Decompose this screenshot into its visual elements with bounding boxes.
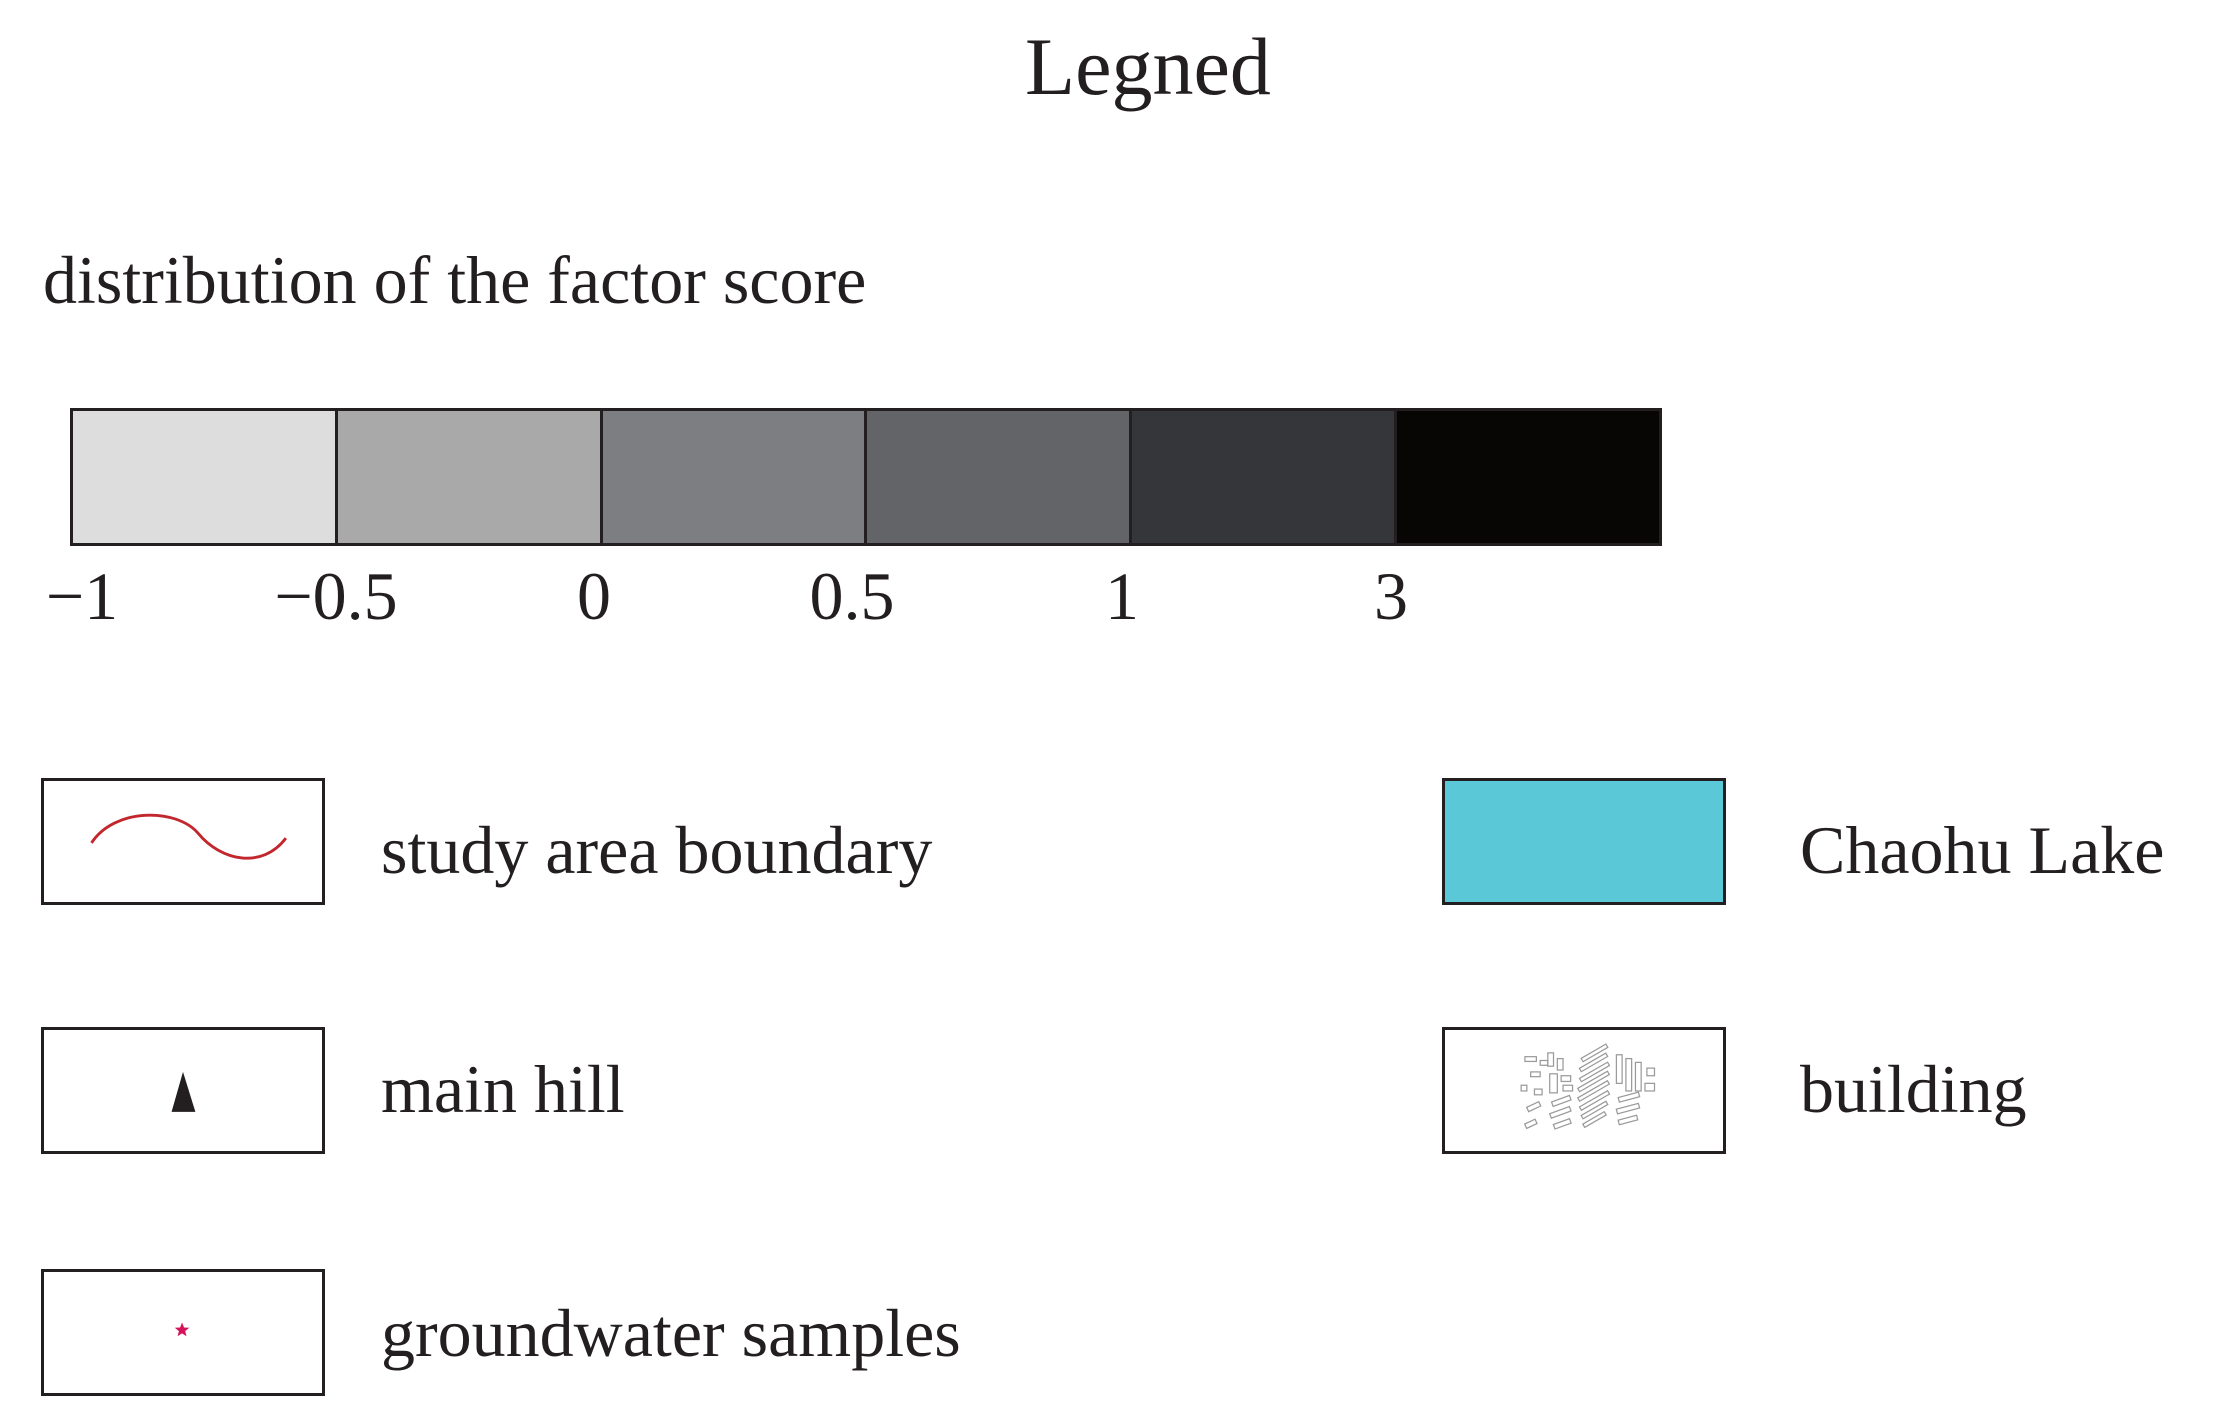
boundary-swatch xyxy=(41,778,325,905)
boundary-line-icon xyxy=(90,813,288,860)
hill-label: main hill xyxy=(381,1051,625,1127)
ramp-class-2 xyxy=(337,411,603,543)
ramp-tick-label: 1 xyxy=(1105,558,1139,634)
legend-title: Legned xyxy=(1025,21,1271,112)
building-swatch xyxy=(1442,1027,1726,1154)
star-icon xyxy=(174,1322,190,1337)
triangle-icon xyxy=(171,1071,196,1112)
samples-swatch xyxy=(41,1269,325,1396)
ramp-tick-label: 3 xyxy=(1374,558,1408,634)
building-label: building xyxy=(1800,1051,2027,1127)
ramp-class-1 xyxy=(73,411,338,543)
lake-swatch xyxy=(1442,778,1726,905)
factor-score-color-ramp xyxy=(70,408,1662,546)
lake-label: Chaohu Lake xyxy=(1800,812,2165,888)
hill-swatch xyxy=(41,1027,325,1154)
ramp-class-5 xyxy=(1132,411,1398,543)
boundary-label: study area boundary xyxy=(381,812,933,888)
ramp-tick-label: −0.5 xyxy=(274,558,398,634)
ramp-tick-label: 0 xyxy=(577,558,611,634)
ramp-class-6 xyxy=(1397,411,1659,543)
samples-label: groundwater samples xyxy=(381,1295,961,1371)
building-cluster-icon xyxy=(1520,1043,1656,1130)
ramp-tick-label: −1 xyxy=(45,558,119,634)
ramp-tick-label: 0.5 xyxy=(809,558,895,634)
ramp-class-4 xyxy=(867,411,1133,543)
factor-score-heading: distribution of the factor score xyxy=(43,242,867,318)
ramp-class-3 xyxy=(602,411,868,543)
